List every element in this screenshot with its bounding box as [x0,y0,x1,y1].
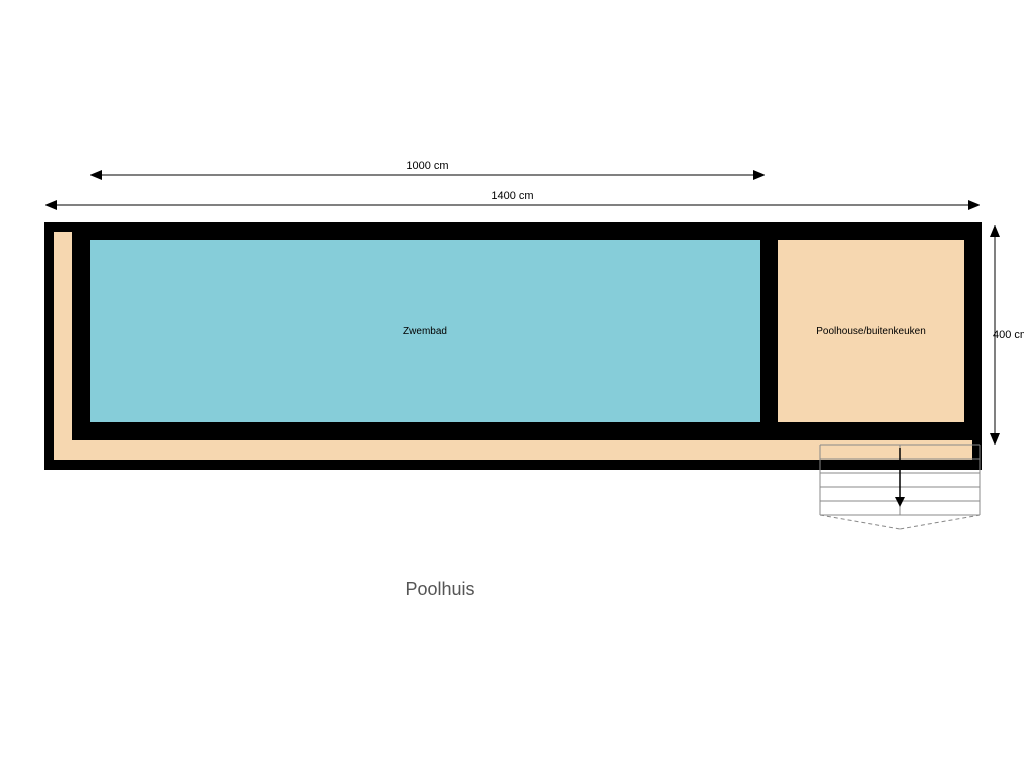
wall-bot [72,422,982,440]
wall-div [760,222,778,440]
dim-1400: 1400 cm [491,190,533,202]
diagram-title: Poolhuis [405,579,474,599]
poolhouse-label: Poolhouse/buitenkeuken [816,326,926,337]
wall-top [72,222,982,240]
wall-right [964,222,982,440]
dim-1000: 1000 cm [406,160,448,172]
floorplan-canvas: Zwembad Poolhouse/buitenkeuken 1000 cm 1400… [0,0,1024,768]
wall-left [72,222,90,440]
pool-label: Zwembad [403,326,447,337]
dim-400: 400 cm [993,329,1024,341]
